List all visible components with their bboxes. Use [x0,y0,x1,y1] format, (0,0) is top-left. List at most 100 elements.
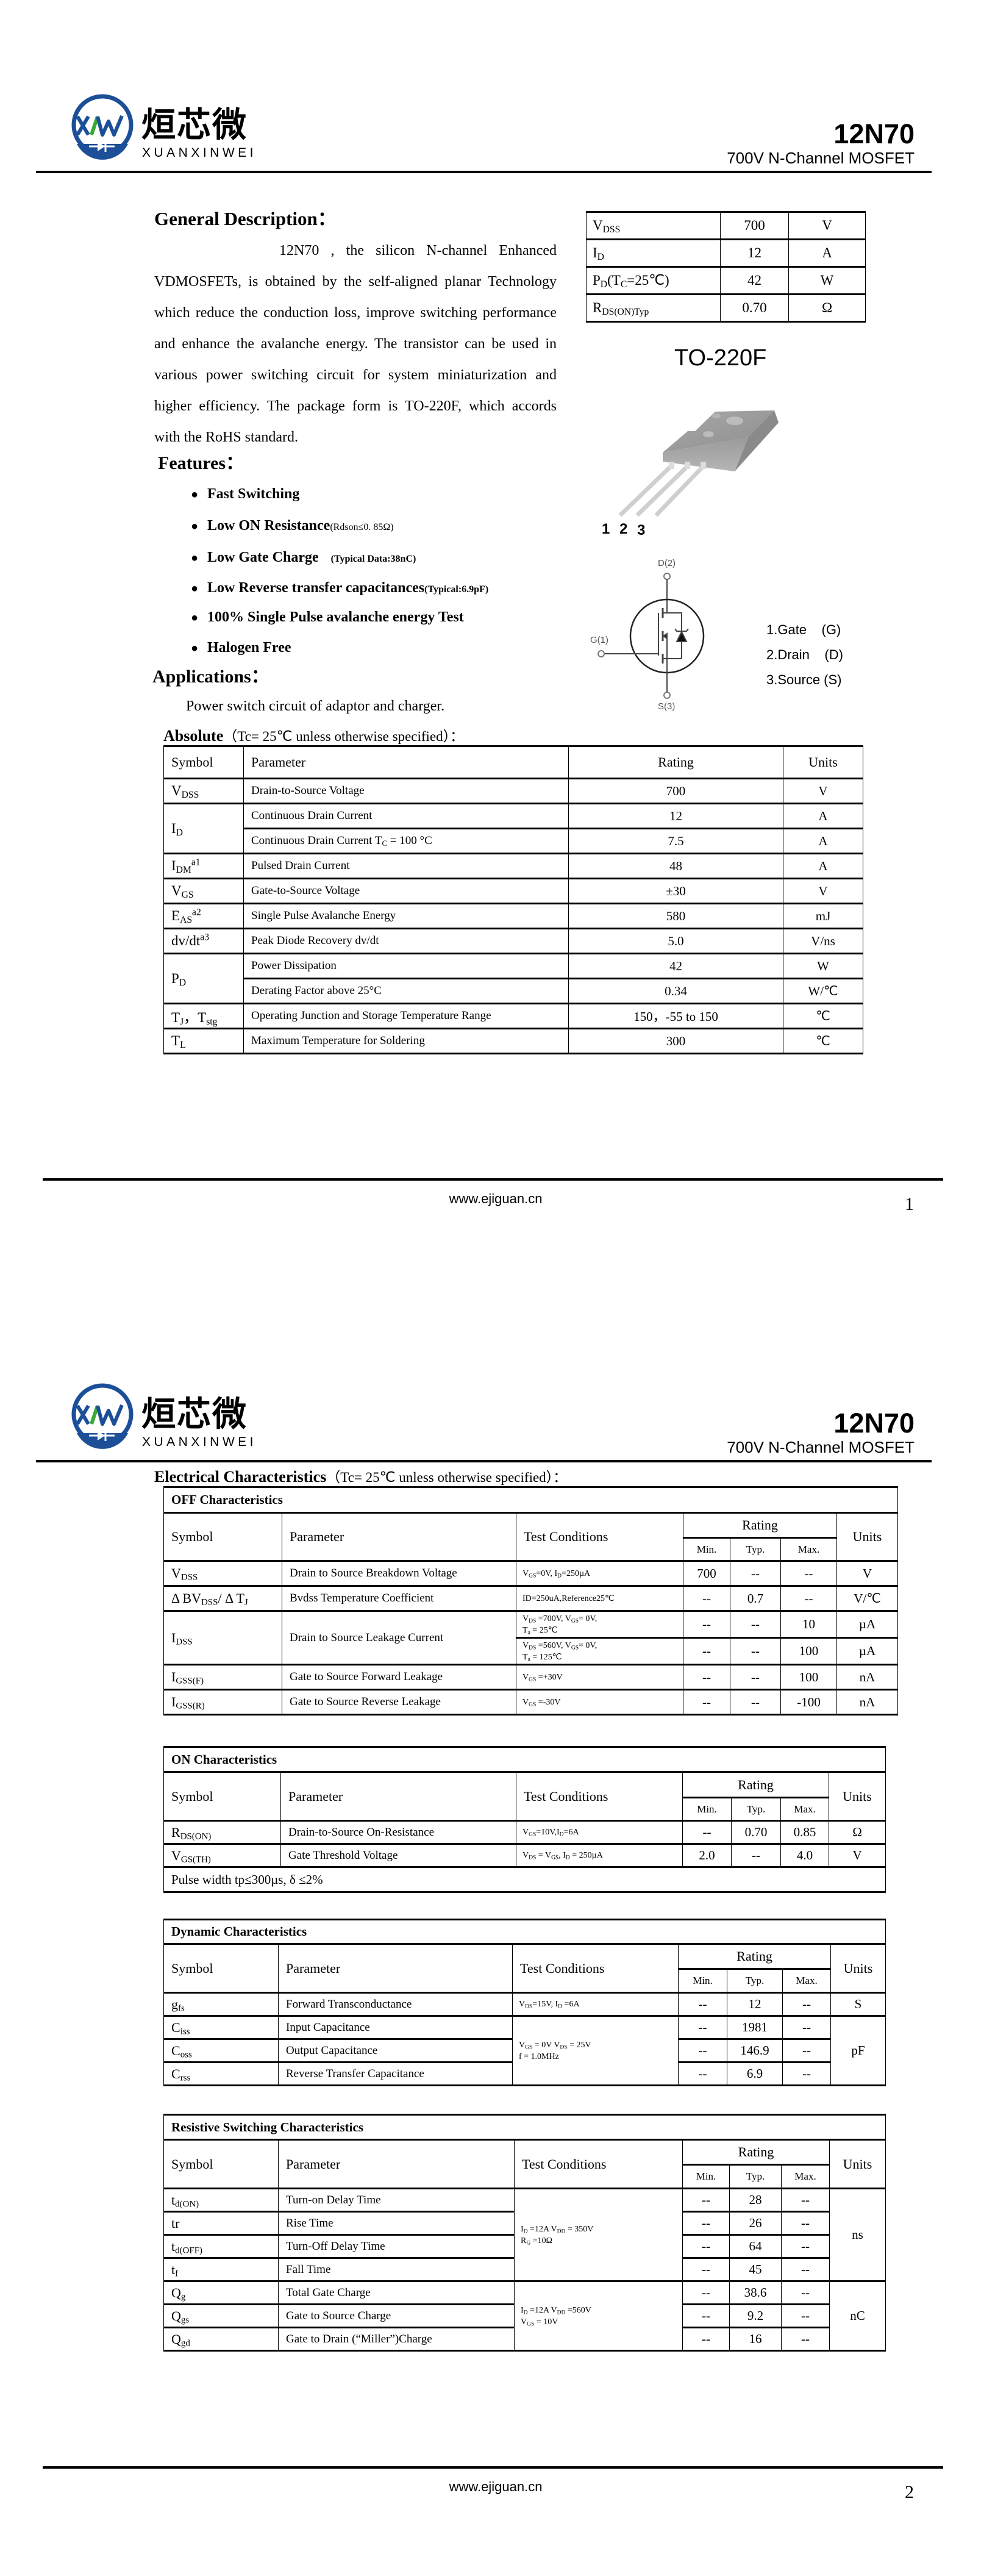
value-cell: 42 [720,266,789,295]
max-cell: -- [781,2234,830,2259]
text-segment: DS [529,1617,537,1624]
text-segment: GS [527,2320,535,2327]
rating-cell: 48 [568,853,783,879]
table-row: VDS =560V, VGS= 0V, Ta = 125℃ -- -- 100 µA [164,1637,899,1665]
logo-english-name: XUANXINWEI [142,1435,257,1449]
footer-divider [43,2466,943,2469]
table-row: Ciss Input Capacitance VGS = 0V VDS = 25V … [163,2015,886,2086]
typ-cell: -- [731,1843,781,1868]
text-segment: I [171,1694,176,1709]
text-segment: =560V, V [536,1640,571,1650]
symbol-cell: Coss [163,2038,279,2063]
text-segment: DD [557,2228,566,2234]
feature-item: ● Low ON Resistance(Rdson≤0. 85Ω) [191,517,394,537]
text-segment: g [180,2292,186,2302]
text-segment: D [176,827,183,838]
text-segment: GS(TH) [180,1855,211,1865]
table-row: dv/dta3 Peak Diode Recovery dv/dt 5.0 V/ns [163,928,863,954]
text-segment: = V [536,1851,552,1860]
table-row: VDSS Drain-to-Source Voltage 700 V [163,778,863,804]
text-segment: t [171,2192,176,2208]
min-cell: 2.0 [682,1843,732,1868]
parameter-cell: Rise Time [278,2211,515,2236]
typ-cell: 64 [729,2234,782,2259]
text-segment: V [171,883,182,898]
to220f-package-icon [618,410,779,517]
units-cell: V/ns [783,928,863,954]
text-segment: / Δ T [218,1590,244,1606]
units-cell: A [783,853,863,879]
text-segment: =-30V [536,1697,561,1707]
header-min: Min. [683,1537,730,1562]
text-segment: GS [529,1701,537,1708]
header-test-conditions: Test Conditions [516,1512,683,1562]
parameter-cell: Drain to Source Leakage Current [282,1610,516,1665]
header-min: Min. [682,2164,730,2189]
max-cell: -- [782,2061,831,2086]
text-segment: R [593,300,602,315]
units-cell: V/℃ [836,1585,899,1612]
text-segment: D [179,977,187,988]
min-cell: -- [682,2327,730,2352]
max-cell: -- [782,2038,831,2063]
symbol-cell: dv/dta3 [163,928,244,954]
parameter-cell: Pulsed Drain Current [243,853,569,879]
page-number: 2 [905,2482,914,2502]
text-segment: g [171,1996,178,2012]
header-test-conditions: Test Conditions [514,2139,683,2189]
conditions-cell: VDS =560V, VGS= 0V, Ta = 125℃ [516,1637,683,1665]
symbol-cell: IGSS(R) [163,1689,282,1716]
header-parameter: Parameter [282,1512,516,1562]
header-units: Units [829,2139,886,2189]
units-cell: nC [829,2280,886,2352]
table-row: Qg Total Gate Charge ID =12A VDD =560V VGS… [163,2280,886,2352]
table-row: IGSS(F) Gate to Source Forward Leakage VGS… [163,1664,899,1690]
table-row: EASa2 Single Pulse Avalanche Energy 580 mJ [163,903,863,929]
parameter-cell: Turn-on Delay Time [278,2188,515,2213]
part-subtitle: 700V N-Channel MOSFET [727,149,915,167]
pulse-width-note: Pulse width tp≤300µs, δ ≤2% [163,1866,886,1893]
min-cell: -- [682,2211,730,2236]
symbol-cell: TL [163,1028,244,1054]
table-row: td(ON) Turn-on Delay Time ID =12A VDD = 35… [163,2188,886,2282]
symbol-cell: Ciss [163,2015,279,2040]
text-segment: Δ BV [171,1590,201,1606]
header-units: Units [830,1943,886,1994]
units-cell: A [783,828,863,854]
table-row: TL Maximum Temperature for Soldering 300 ℃ [163,1028,863,1054]
absolute-ratings-table: Symbol Parameter Rating Units VDSS Drain-to-S… [163,745,863,1054]
bullet-icon: ● [191,611,199,624]
max-cell: 100 [780,1637,837,1665]
text-segment: AS [180,914,193,925]
feature-item: ● Fast Switching [191,485,299,504]
min-cell: 700 [683,1560,730,1587]
text-segment: = 25℃ [530,1625,558,1635]
text-segment: DSS [201,1597,218,1608]
parameter-cell: Gate to Source Charge [278,2303,515,2328]
text-segment: P [171,970,179,986]
text-segment: d(ON) [175,2199,199,2209]
typ-cell: -- [730,1610,781,1639]
rating-cell: 12 [568,803,783,829]
typ-cell: -- [730,1637,781,1665]
parameter-cell: Power Dissipation [243,953,569,979]
header-parameter: Parameter [243,745,569,779]
parameter-cell: Fall Time [278,2257,515,2282]
text-segment: I [171,820,176,836]
conditions-cell: VDS =700V, VGS= 0V, Ta = 25℃ [516,1610,683,1639]
part-number: 12N70 [833,1408,915,1439]
rating-cell: 42 [568,953,783,979]
units-cell: mJ [783,903,863,929]
bullet-icon: ● [191,551,199,565]
table-subheader-row: Min. Typ. Max. [164,1537,898,1562]
section-title: ON Characteristics [163,1746,886,1773]
max-cell: -- [781,2257,830,2282]
parameter-cell: Continuous Drain Current [243,803,569,829]
text-segment: V [522,1640,529,1650]
header-rating: Rating [683,1512,837,1539]
note-row: Pulse width tp≤300µs, δ ≤2% [163,1866,886,1893]
logo-english-name: XUANXINWEI [142,146,257,160]
typ-cell: 38.6 [729,2280,782,2305]
rating-cell: 0.34 [568,978,783,1004]
symbol-cell: IDSS [163,1610,282,1665]
